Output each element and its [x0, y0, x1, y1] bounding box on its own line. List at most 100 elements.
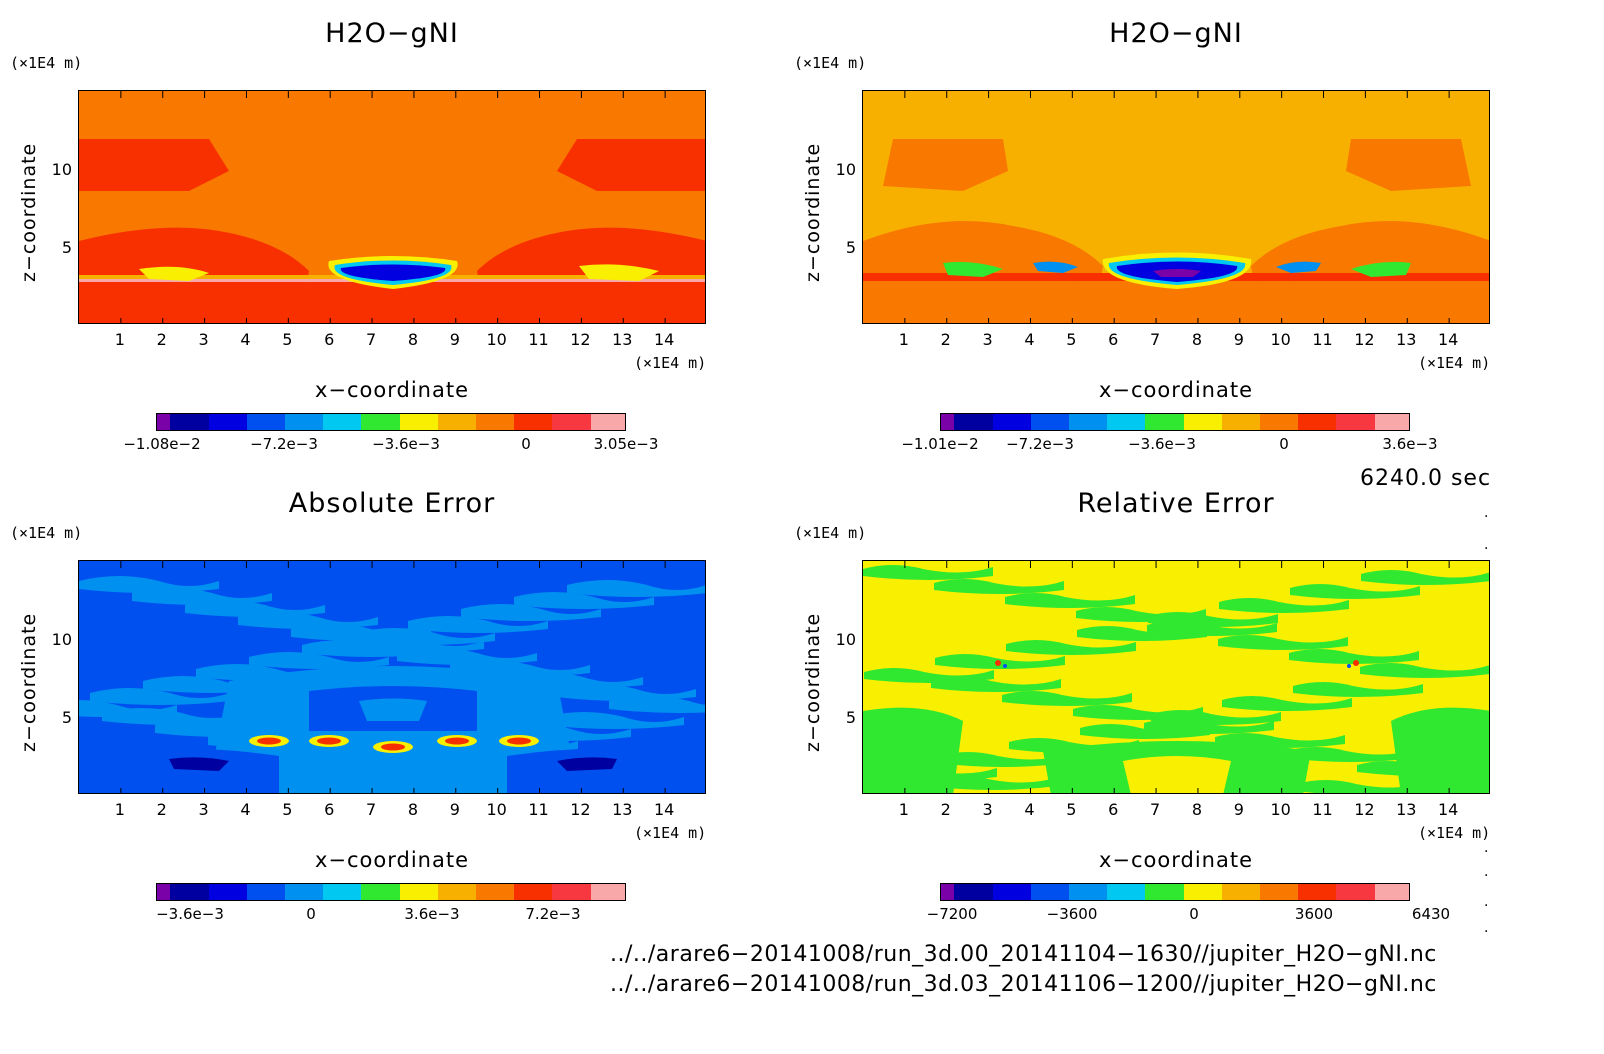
x-axis-label: x−coordinate: [1098, 378, 1254, 402]
y-unit-label: (×1E4 m): [794, 54, 867, 72]
x-tick-label: 2: [940, 330, 951, 349]
x-tick-label: 5: [1066, 800, 1077, 819]
z-axis-label: z−coordinate: [18, 612, 40, 752]
x-tick-label: 4: [1024, 800, 1035, 819]
colorbar-swatch: [1030, 884, 1069, 900]
x-tick-label: 6: [1108, 330, 1119, 349]
colorbar-tick-label: −3600: [1046, 905, 1098, 923]
margin-dot: .: [1484, 864, 1489, 880]
x-tick-label: 8: [407, 330, 419, 349]
x-tick-label: 7: [365, 800, 377, 819]
colorbar-tick-label: −7.2e−3: [1006, 435, 1074, 453]
colorbar-swatch: [399, 884, 438, 900]
x-axis-label: x−coordinate: [314, 848, 470, 872]
colorbar-swatch: [323, 884, 362, 900]
margin-dot: .: [1484, 840, 1489, 856]
panel-title: Relative Error: [1077, 488, 1275, 519]
colorbar: [156, 883, 626, 901]
x-tick-label: 12: [1354, 330, 1375, 349]
colorbar-swatch: [361, 884, 400, 900]
colorbar-swatch: [1107, 884, 1146, 900]
y-unit-label: (×1E4 m): [10, 524, 83, 542]
x-tick-label: 10: [1270, 800, 1291, 819]
colorbar-swatch: [1030, 414, 1069, 430]
colorbar-swatch: [1221, 414, 1260, 430]
margin-dot: .: [1484, 505, 1489, 521]
colorbar-swatch: [1336, 884, 1375, 900]
margin-dot: .: [1484, 894, 1489, 910]
x-tick-label: 4: [240, 330, 251, 349]
x-tick-label: 11: [528, 330, 549, 349]
file-path-2: ../../arare6−20141008/run_3d.03_20141106…: [610, 972, 1437, 997]
x-tick-label: 1: [898, 330, 909, 349]
colorbar-swatch: [552, 884, 591, 900]
x-tick-label: 3: [198, 800, 209, 819]
x-tick-label: 11: [1312, 330, 1333, 349]
x-tick-label: 12: [570, 800, 591, 819]
colorbar-swatch: [157, 414, 171, 430]
z-axis-label: z−coordinate: [802, 612, 824, 752]
colorbar-swatch: [590, 414, 625, 430]
x-tick-label: 14: [653, 800, 675, 819]
panel-title: Absolute Error: [288, 488, 496, 519]
x-tick-label: 9: [449, 330, 460, 349]
colorbar-swatch: [1374, 414, 1409, 430]
colorbar-swatch: [208, 414, 247, 430]
colorbar-tick-label: 7.2e−3: [525, 905, 581, 923]
colorbar-swatch: [399, 414, 438, 430]
colorbar-swatch: [323, 414, 362, 430]
x-tick-label: 6: [1108, 800, 1119, 819]
colorbar-tick-label: 3.6e−3: [404, 905, 460, 923]
panel-title: H2O−gNI: [325, 18, 459, 49]
colorbar-swatch: [1298, 414, 1337, 430]
colorbar-tick-label: −1.08e−2: [123, 435, 201, 453]
x-tick-label: 5: [282, 800, 293, 819]
x-tick-label: 4: [240, 800, 251, 819]
x-tick-label: 1: [114, 800, 125, 819]
x-tick-label: 2: [940, 800, 951, 819]
x-unit-label: (×1E4 m): [1418, 354, 1491, 372]
x-tick-label: 10: [486, 800, 507, 819]
x-tick-label: 8: [407, 800, 419, 819]
x-tick-label: 8: [1191, 800, 1203, 819]
x-unit-label: (×1E4 m): [634, 824, 707, 842]
colorbar-tick-label: 3600: [1294, 905, 1334, 923]
colorbar-swatch: [284, 414, 324, 430]
colorbar-swatch: [246, 414, 285, 430]
colorbar-swatch: [1183, 884, 1222, 900]
x-tick-label: 11: [1312, 800, 1333, 819]
colorbar-swatch: [992, 884, 1031, 900]
time-label: 6240.0 sec: [1360, 466, 1492, 491]
colorbar-swatch: [476, 884, 515, 900]
colorbar-swatch: [1068, 884, 1108, 900]
x-tick-label: 12: [1354, 800, 1375, 819]
x-tick-label: 13: [612, 800, 633, 819]
x-unit-label: (×1E4 m): [1418, 824, 1491, 842]
y-unit-label: (×1E4 m): [794, 524, 867, 542]
colorbar-tick-label: 0: [1189, 905, 1199, 923]
x-tick-label: 11: [528, 800, 549, 819]
y-unit-label: (×1E4 m): [10, 54, 83, 72]
x-tick-label: 5: [282, 330, 293, 349]
colorbar-swatch: [1298, 884, 1337, 900]
colorbar-swatch: [954, 414, 993, 430]
colorbar-swatch: [437, 884, 476, 900]
colorbar-tick-label: −7200: [926, 905, 978, 923]
colorbar-swatch: [941, 414, 955, 430]
panel-1: H2O−gNI (×1E4 m) z−coordinate 10 5 1 2 3 4 5 6 7 8 9 1…: [0, 0, 784, 470]
colorbar-swatch: [514, 884, 553, 900]
x-tick-label: 13: [1396, 800, 1417, 819]
colorbar-swatch: [476, 414, 515, 430]
panel-2: H2O−gNI (×1E4 m) z−coordinate 10 5 1 2 3 4 5 6 7 8 9 1…: [784, 0, 1568, 470]
contour-plot: [78, 560, 706, 794]
x-tick-label: 8: [1191, 330, 1203, 349]
x-tick-label: 14: [1437, 330, 1459, 349]
colorbar-swatch: [1260, 414, 1299, 430]
margin-dot: .: [1484, 537, 1489, 553]
y-tick-label: 10: [835, 630, 856, 649]
colorbar-tick-label: 3.05e−3: [593, 435, 659, 453]
x-tick-label: 1: [114, 330, 125, 349]
colorbar: [940, 883, 1410, 901]
colorbar-swatch: [954, 884, 993, 900]
x-tick-label: 6: [324, 800, 335, 819]
